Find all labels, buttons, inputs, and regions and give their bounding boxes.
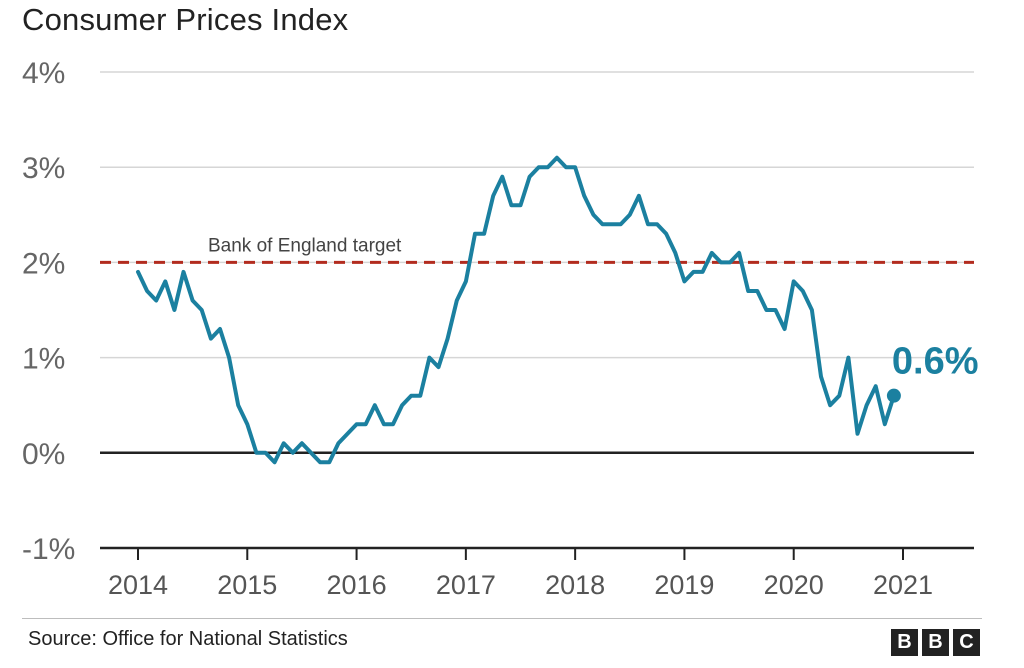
chart-title: Consumer Prices Index — [22, 2, 349, 37]
x-tick-label: 2017 — [436, 570, 496, 600]
x-tick-label: 2021 — [873, 570, 933, 600]
y-tick-label: 4% — [22, 57, 65, 90]
target-line-label: Bank of England target — [208, 235, 402, 256]
x-tick-label: 2016 — [327, 570, 387, 600]
bbc-logo-letter-b2: B — [922, 629, 949, 656]
bbc-logo: B B C — [891, 629, 980, 656]
bbc-logo-letter-b1: B — [891, 629, 918, 656]
x-axis: 2014 2015 2016 2017 2018 2019 2020 2021 — [108, 548, 933, 600]
bbc-logo-letter-c: C — [953, 629, 980, 656]
x-tick-label: 2018 — [545, 570, 605, 600]
y-tick-label: -1% — [22, 533, 75, 566]
y-tick-label: 3% — [22, 152, 65, 185]
y-axis-tick-labels: 4% 3% 2% 1% 0% -1% — [22, 57, 75, 566]
target-line-group: Bank of England target — [100, 235, 974, 264]
y-tick-label: 2% — [22, 247, 65, 280]
series-group: 0.6% — [136, 155, 979, 465]
y-tick-label: 0% — [22, 438, 65, 471]
x-tick-label: 2019 — [654, 570, 714, 600]
y-tick-label: 1% — [22, 343, 65, 376]
latest-value-label: 0.6% — [892, 341, 979, 383]
footer-divider — [22, 618, 982, 619]
cpi-series-line — [136, 155, 896, 465]
x-tick-label: 2020 — [764, 570, 824, 600]
x-tick-label: 2014 — [108, 570, 168, 600]
x-tick-label: 2015 — [217, 570, 277, 600]
grid-lines — [100, 71, 974, 550]
latest-point-marker — [886, 388, 901, 403]
source-note: Source: Office for National Statistics — [28, 628, 348, 650]
